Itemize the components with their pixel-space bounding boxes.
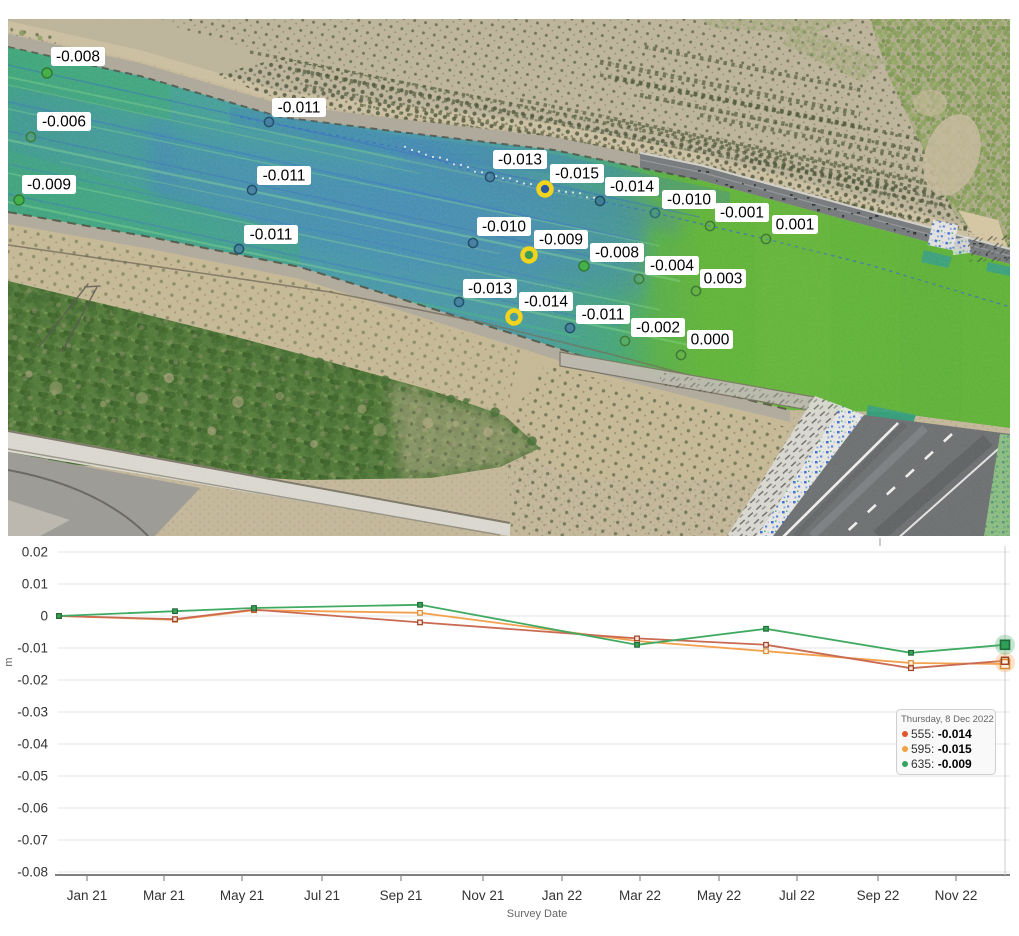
svg-text:-0.014: -0.014 — [610, 179, 654, 196]
svg-text:May 21: May 21 — [220, 888, 264, 903]
svg-text:Sep 21: Sep 21 — [380, 888, 423, 903]
svg-text:-0.04: -0.04 — [17, 737, 48, 752]
svg-text:-0.002: -0.002 — [636, 320, 680, 337]
svg-text:-0.06: -0.06 — [17, 801, 48, 816]
svg-text:-0.011: -0.011 — [278, 100, 321, 117]
svg-text:Jul 21: Jul 21 — [304, 888, 340, 903]
svg-text:Mar 22: Mar 22 — [619, 888, 661, 903]
svg-text:Survey Date: Survey Date — [507, 908, 568, 920]
svg-text:-0.015: -0.015 — [555, 166, 599, 183]
svg-text:-0.008: -0.008 — [595, 245, 639, 262]
svg-text:0.001: 0.001 — [776, 217, 815, 234]
svg-text:0.000: 0.000 — [691, 332, 730, 349]
svg-text:-0.006: -0.006 — [42, 114, 86, 131]
svg-text:Thursday, 8 Dec 2022: Thursday, 8 Dec 2022 — [901, 714, 994, 725]
svg-text:555: -0.014: 555: -0.014 — [911, 727, 972, 741]
svg-text:-0.014: -0.014 — [524, 294, 568, 311]
svg-text:-0.001: -0.001 — [720, 205, 764, 222]
svg-text:Jan 22: Jan 22 — [542, 888, 583, 903]
svg-text:-0.01: -0.01 — [17, 641, 48, 656]
svg-text:Nov 22: Nov 22 — [935, 888, 978, 903]
svg-text:Jan 21: Jan 21 — [67, 888, 108, 903]
svg-text:0.01: 0.01 — [22, 577, 48, 592]
svg-text:0.003: 0.003 — [704, 271, 743, 288]
svg-text:Mar 21: Mar 21 — [143, 888, 185, 903]
svg-text:-0.05: -0.05 — [17, 769, 48, 784]
svg-text:-0.03: -0.03 — [17, 705, 48, 720]
svg-text:-0.004: -0.004 — [650, 258, 694, 275]
svg-text:-0.013: -0.013 — [468, 281, 512, 298]
svg-text:-0.02: -0.02 — [17, 673, 48, 688]
svg-text:Jul 22: Jul 22 — [779, 888, 815, 903]
svg-text:-0.07: -0.07 — [17, 833, 48, 848]
svg-text:635: -0.009: 635: -0.009 — [911, 757, 972, 771]
svg-text:-0.011: -0.011 — [263, 168, 306, 185]
svg-text:595: -0.015: 595: -0.015 — [911, 742, 972, 756]
svg-text:-0.009: -0.009 — [27, 177, 71, 194]
svg-text:0.02: 0.02 — [22, 545, 48, 560]
svg-text:-0.009: -0.009 — [539, 232, 583, 249]
svg-text:m: m — [3, 657, 15, 666]
svg-text:May 22: May 22 — [697, 888, 741, 903]
svg-text:Nov 21: Nov 21 — [462, 888, 505, 903]
svg-text:-0.010: -0.010 — [482, 219, 526, 236]
svg-text:Sep 22: Sep 22 — [857, 888, 900, 903]
svg-text:-0.08: -0.08 — [17, 865, 48, 880]
svg-text:-0.008: -0.008 — [56, 49, 100, 66]
svg-text:-0.011: -0.011 — [250, 227, 293, 244]
svg-text:-0.010: -0.010 — [667, 192, 711, 209]
svg-text:-0.011: -0.011 — [582, 307, 625, 324]
svg-text:-0.013: -0.013 — [498, 152, 542, 169]
svg-text:0: 0 — [40, 609, 48, 624]
